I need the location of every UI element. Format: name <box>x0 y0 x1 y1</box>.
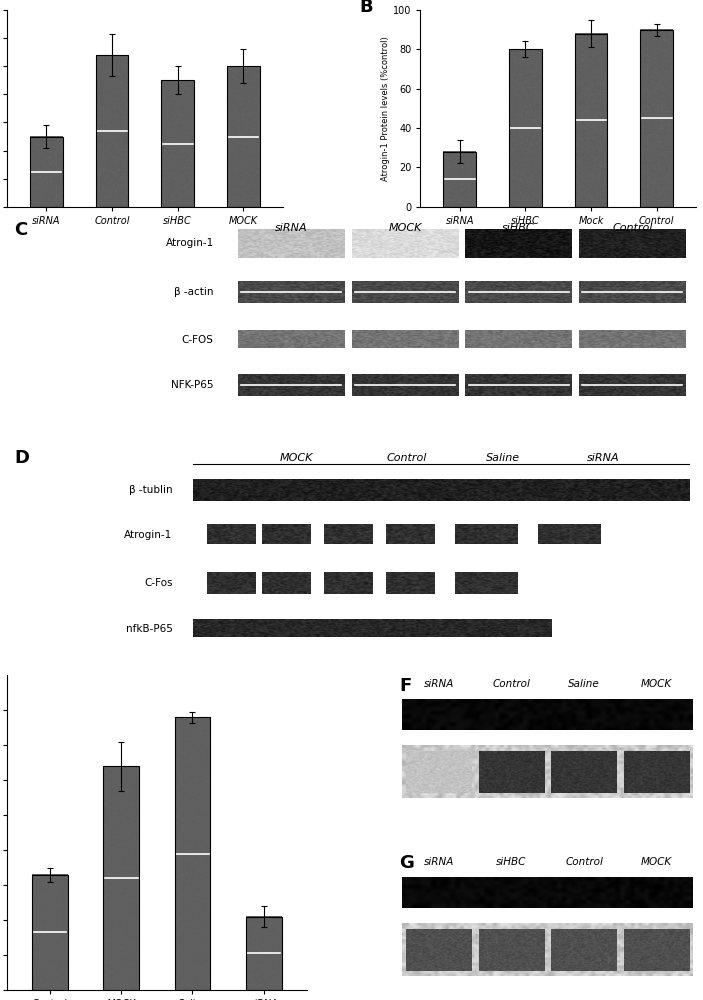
Text: β -actin: β -actin <box>174 287 214 297</box>
Text: β -tublin: β -tublin <box>129 485 172 495</box>
Text: MOCK: MOCK <box>280 453 313 463</box>
Bar <box>227 66 259 207</box>
Text: C: C <box>14 221 27 239</box>
Text: siRNA: siRNA <box>275 223 307 233</box>
Text: MOCK: MOCK <box>388 223 422 233</box>
Text: MOCK: MOCK <box>641 679 672 689</box>
Text: Atrogin-1: Atrogin-1 <box>124 530 172 540</box>
Text: G: G <box>399 854 414 872</box>
Text: F: F <box>399 677 412 695</box>
Bar <box>96 55 129 207</box>
Bar <box>30 137 63 207</box>
Bar <box>32 875 67 990</box>
Text: Atrogin-1: Atrogin-1 <box>165 238 214 248</box>
Text: C-FOS: C-FOS <box>182 335 214 345</box>
Bar <box>640 30 673 207</box>
Text: Saline: Saline <box>568 679 600 689</box>
Text: siHBC: siHBC <box>502 223 535 233</box>
Text: siRNA: siRNA <box>423 679 454 689</box>
Bar <box>444 152 476 207</box>
Text: NFK-P65: NFK-P65 <box>172 380 214 390</box>
Text: Saline: Saline <box>486 453 520 463</box>
Text: D: D <box>14 449 29 467</box>
Bar <box>509 49 542 207</box>
Bar <box>174 717 210 990</box>
Bar <box>103 766 139 990</box>
Text: siRNA: siRNA <box>586 453 619 463</box>
Y-axis label: Atrogin-1 Protein levels (%control): Atrogin-1 Protein levels (%control) <box>381 36 390 181</box>
Text: Control: Control <box>612 223 652 233</box>
Text: B: B <box>360 0 373 16</box>
Bar <box>161 80 194 207</box>
Text: Control: Control <box>387 453 427 463</box>
Text: Control: Control <box>492 679 530 689</box>
Text: siHBC: siHBC <box>496 857 527 867</box>
Text: nfkB-P65: nfkB-P65 <box>126 624 172 634</box>
Text: MOCK: MOCK <box>641 857 672 867</box>
Text: siRNA: siRNA <box>423 857 454 867</box>
Text: Control: Control <box>565 857 603 867</box>
Bar <box>574 34 607 207</box>
Text: C-Fos: C-Fos <box>144 578 172 588</box>
Bar <box>246 917 282 990</box>
